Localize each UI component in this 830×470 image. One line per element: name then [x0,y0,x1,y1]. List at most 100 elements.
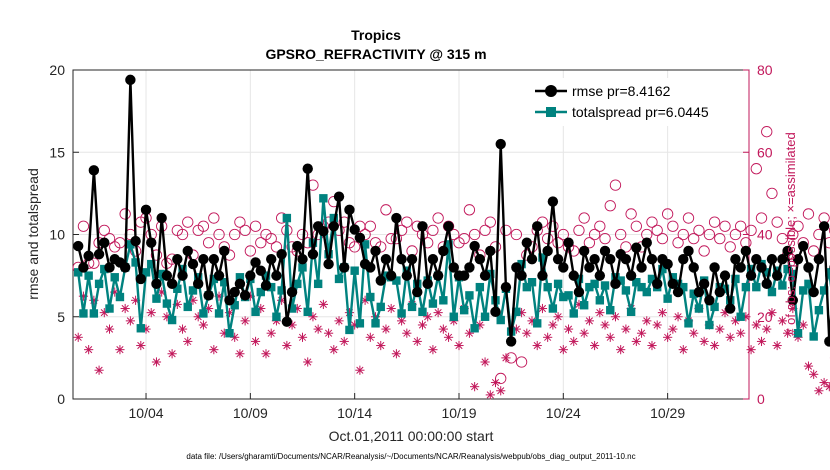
totalspread-point [360,240,370,249]
possible-point [724,241,736,253]
possible-point [208,212,220,224]
rmse-point [782,245,793,257]
rmse-point [427,253,439,265]
totalspread-point [809,332,818,341]
assimilated-point [616,345,626,355]
totalspread-point [407,302,417,312]
series-rmse [73,74,830,347]
totalspread-point [679,282,688,292]
possible-point [714,232,726,245]
assimilated-point [668,324,678,334]
rmse-point [761,278,772,290]
totalspread-point [736,312,745,321]
rmse-point [406,253,418,265]
assimilated-point [496,386,506,396]
assimilated-point [663,332,673,342]
assimilated-point [803,361,814,371]
rmse-point [432,270,444,281]
rmse-point [260,280,272,291]
y-axis-left: 0 5 10 15 20 [49,62,79,407]
totalspread-point [110,273,119,282]
totalspread-point [475,282,485,292]
totalspread-point [799,286,808,295]
totalspread-point [371,319,380,328]
assimilated-point [777,316,787,326]
totalspread-point [564,291,573,300]
rmse-point [203,290,214,301]
assimilated-point [631,336,641,347]
totalspread-point [600,281,610,290]
totalspread-point [428,299,438,308]
possible-point [661,208,674,220]
assimilated-point [303,357,313,367]
possible-point [620,241,632,253]
rmse-point [667,278,679,290]
assimilated-point [329,345,339,355]
totalspread-point [559,292,568,302]
rmse-point [792,253,804,265]
rmse-point [438,245,449,257]
totalspread-point [574,274,584,284]
assimilated-point [339,336,349,347]
possible-point [239,224,251,237]
totalspread-point [548,304,558,313]
assimilated-point [689,328,699,338]
rmse-point [688,262,699,273]
rmse-point [156,212,167,224]
possible-point [401,216,413,228]
rmse-point [104,262,115,273]
y-right-tick-label: 0 [757,391,765,407]
assimilated-point [381,324,391,334]
assimilated-point [657,308,668,318]
rmse-point [813,253,825,265]
possible-point [609,179,622,191]
possible-point [244,245,256,257]
rmse-point [756,262,767,273]
rmse-point [166,278,178,290]
rmse-point [213,270,225,281]
assimilated-point [470,382,480,392]
totalspread-point [710,302,719,312]
x-tick-label: 10/04 [129,405,164,421]
assimilated-point [782,328,793,338]
rmse-point [516,270,527,281]
totalspread-point [94,279,104,289]
rmse-point [401,270,413,281]
rmse-point [135,273,147,285]
assimilated-point [313,324,323,334]
rmse-point [766,253,778,265]
rmse-point [798,240,809,252]
rmse-point [182,245,193,257]
totalspread-point [392,276,401,285]
rmse-point [745,270,757,281]
totalspread-point [256,287,265,297]
assimilated-point [397,316,407,326]
totalspread-point [642,287,651,297]
possible-point [703,228,716,241]
rmse-point [396,253,407,265]
possible-point [547,220,559,232]
assimilated-point [558,345,568,355]
assimilated-point [428,345,438,355]
assimilated-point [809,369,819,379]
x-axis: 10/04 10/09 10/14 10/19 10/24 10/29 [129,393,685,421]
legend-marker-totalspread [546,107,556,117]
totalspread-point [465,291,474,300]
possible-point [708,216,721,228]
possible-point [625,208,637,220]
totalspread-point [814,305,824,315]
possible-point [693,224,705,237]
totalspread-point [235,273,245,282]
y-tick-label: 5 [57,309,65,325]
rmse-point [824,336,830,347]
assimilated-point [183,336,193,347]
assimilated-point [120,303,130,314]
totalspread-point [543,282,552,292]
totalspread-point [522,282,531,292]
rmse-point [151,278,162,290]
totalspread-point [621,286,631,295]
totalspread-point [825,268,830,277]
y-right-tick-label: 80 [757,62,773,78]
totalspread-point [115,292,125,302]
totalspread-point [819,286,829,295]
